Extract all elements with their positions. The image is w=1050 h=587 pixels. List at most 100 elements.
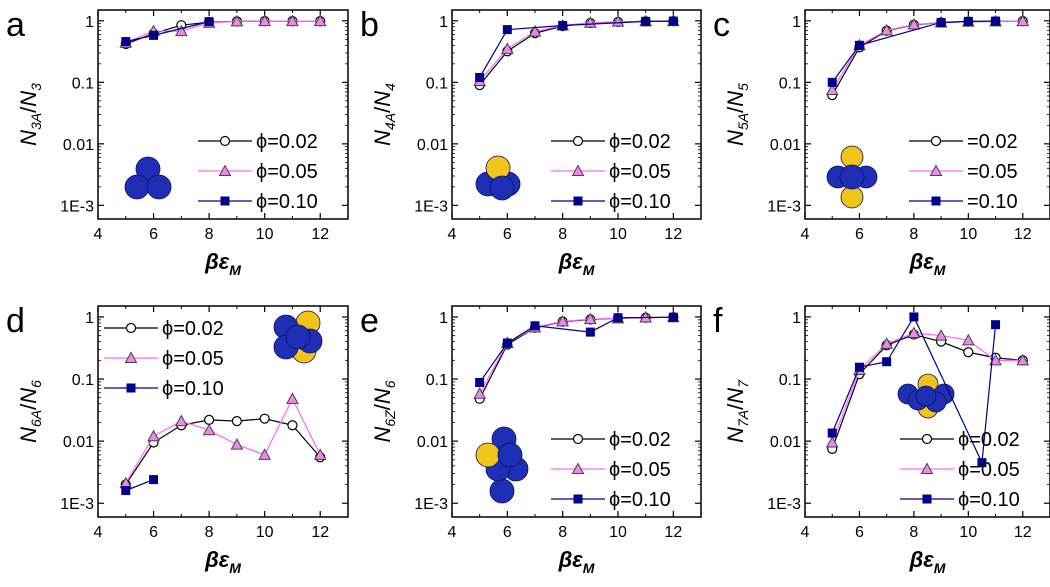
y-label-den-sub: 7 [735, 379, 751, 388]
legend-label: =0.05 [967, 161, 1018, 183]
y-label-sub: 4A [382, 113, 398, 130]
legend-text: ϕ=0.10 [609, 489, 671, 511]
data-point [473, 387, 487, 399]
data-point [556, 314, 570, 327]
data-point [149, 30, 159, 40]
data-point [989, 353, 1002, 366]
legend: ϕ=0.02 ϕ=0.05 ϕ=0.10 [551, 131, 671, 213]
series-line [479, 316, 674, 395]
x-tick-label: 10 [959, 524, 977, 541]
legend-label: ϕ=0.05 [609, 161, 671, 183]
data-point [909, 312, 919, 322]
y-label-den: N [16, 91, 41, 107]
y-tick-label: 0.01 [63, 434, 94, 451]
x-tick-label: 6 [855, 226, 864, 243]
x-tick-label: 10 [256, 226, 274, 243]
data-point [880, 337, 894, 349]
legend-marker [929, 164, 943, 176]
legend-marker [572, 433, 584, 445]
data-point [936, 17, 946, 27]
legend-text: ϕ=0.10 [162, 378, 224, 400]
data-point [204, 17, 214, 27]
y-label-main: N [723, 130, 748, 146]
y-label-slash: / [370, 106, 395, 113]
y-axis-label: N6A/N6 [16, 380, 44, 443]
y-label-den: N [370, 388, 395, 404]
series-line [125, 20, 321, 44]
y-label-main: N [370, 130, 395, 146]
y-label-sub: 7A [735, 410, 751, 427]
data-point [174, 414, 188, 427]
x-tick-label: 12 [1014, 524, 1032, 541]
legend-label: ϕ=0.10 [256, 191, 318, 213]
data-point [147, 429, 160, 442]
legend-text: ϕ=0.02 [162, 318, 224, 340]
y-tick-label: 1E-3 [767, 198, 801, 215]
x-axis-label: βεM [558, 249, 595, 278]
y-tick-label: 0.1 [72, 372, 94, 389]
data-point [286, 392, 299, 404]
data-point [934, 329, 948, 341]
y-axis-label: N6Z/N6 [370, 380, 398, 442]
sphere-blue [489, 478, 515, 504]
panel-letter: a [6, 6, 25, 44]
x-tick-label: 8 [909, 524, 918, 541]
data-point [963, 347, 974, 358]
legend: ϕ=0.02 ϕ=0.05 ϕ=0.10 [104, 318, 224, 400]
y-label-slash: / [370, 403, 395, 410]
x-label-sub: M [229, 262, 241, 278]
data-point [641, 16, 651, 26]
x-label-main: βε [204, 249, 230, 274]
data-point [907, 18, 921, 30]
y-label-slash: / [723, 106, 748, 113]
series-group [825, 312, 1030, 468]
chart-panel-c: 4 6 8 10 1210.10.011E-3cN5A/N5βεM=0.02=0.05=… [713, 6, 1050, 278]
series-line [831, 315, 997, 465]
x-tick-label: 10 [959, 226, 977, 243]
x-label-sub: M [229, 560, 241, 576]
sphere-blue [146, 174, 172, 200]
legend-label: ϕ=0.10 [609, 489, 671, 511]
panel-letter: f [713, 302, 723, 340]
data-point [854, 362, 864, 372]
y-tick-label: 0.01 [770, 137, 801, 154]
x-tick-label: 8 [558, 524, 567, 541]
data-point [258, 14, 272, 27]
panel-letter: b [360, 6, 379, 44]
x-tick-label: 6 [503, 226, 512, 243]
x-tick-label: 12 [664, 226, 682, 243]
x-label-main: βε [558, 249, 584, 274]
data-point [500, 42, 514, 54]
series-line [125, 21, 210, 43]
y-tick-label: 1 [85, 14, 94, 31]
data-point [313, 14, 327, 27]
y-tick-label: 1 [439, 14, 448, 31]
y-label-den-sub: 6 [382, 380, 398, 388]
data-point [611, 15, 625, 27]
seven-sphere-two-yellow-icon [897, 373, 955, 419]
y-tick-label: 0.1 [779, 75, 801, 92]
data-point [231, 416, 242, 427]
x-label-sub: M [934, 560, 946, 576]
data-point [258, 448, 272, 460]
x-axis-label: βεM [909, 249, 946, 278]
five-sphere-two-yellow-icon [826, 145, 878, 209]
series-line [831, 20, 1023, 91]
legend-text: ϕ=0.02 [958, 429, 1020, 451]
six-sphere-one-yellow-icon [475, 426, 529, 504]
y-tick-label: 1 [792, 14, 801, 31]
data-point [475, 377, 485, 387]
x-tick-label: 4 [448, 524, 457, 541]
data-point [585, 327, 595, 337]
chart-panel-d: 4 6 8 10 1210.10.011E-3dN6A/N6βεMϕ=0.02ϕ=0.0… [6, 302, 349, 576]
four-sphere-one-yellow-icon [475, 155, 521, 201]
data-point [1016, 14, 1030, 27]
x-tick-label: 6 [503, 524, 512, 541]
y-label-den-sub: 5 [735, 83, 751, 91]
data-point [825, 435, 839, 448]
legend-text: =0.02 [967, 131, 1018, 153]
x-tick-label: 4 [801, 226, 810, 243]
y-label-main: N [16, 427, 41, 443]
y-label-sub: 6A [28, 410, 44, 427]
